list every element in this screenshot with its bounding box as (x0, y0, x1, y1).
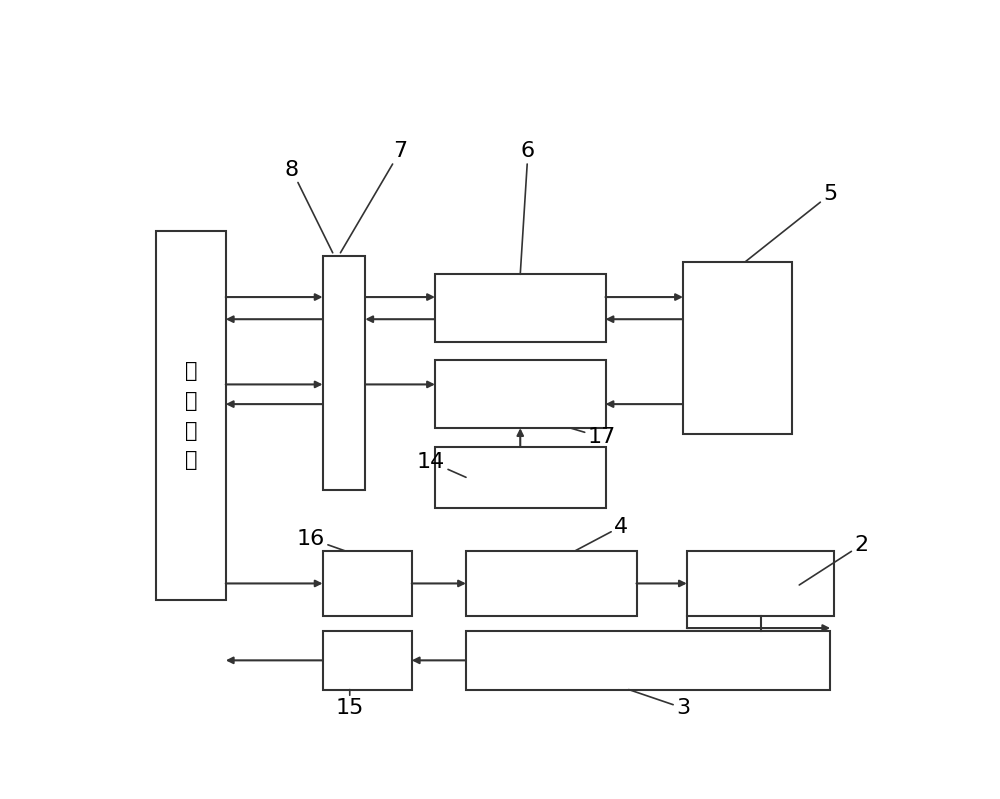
Bar (323, 631, 412, 690)
Text: 14: 14 (417, 452, 466, 477)
Text: 4: 4 (574, 516, 628, 551)
Bar (323, 256, 365, 490)
Bar (435, 360, 606, 428)
Bar (156, 231, 226, 600)
Text: 15: 15 (336, 690, 364, 718)
Text: 7: 7 (340, 141, 407, 252)
Bar (323, 551, 412, 616)
Text: 6: 6 (520, 141, 535, 274)
Text: 17: 17 (571, 427, 616, 447)
Text: 8: 8 (285, 160, 333, 252)
Bar (683, 262, 792, 435)
Bar (466, 631, 830, 690)
Bar (435, 274, 606, 342)
Bar (466, 551, 637, 616)
Text: 3: 3 (629, 690, 690, 718)
Bar (687, 551, 834, 616)
Text: 2: 2 (799, 535, 868, 585)
Text: 5: 5 (745, 185, 837, 262)
Text: 控
制
界
面: 控 制 界 面 (185, 361, 197, 470)
Text: 16: 16 (297, 529, 346, 551)
Bar (435, 447, 606, 508)
